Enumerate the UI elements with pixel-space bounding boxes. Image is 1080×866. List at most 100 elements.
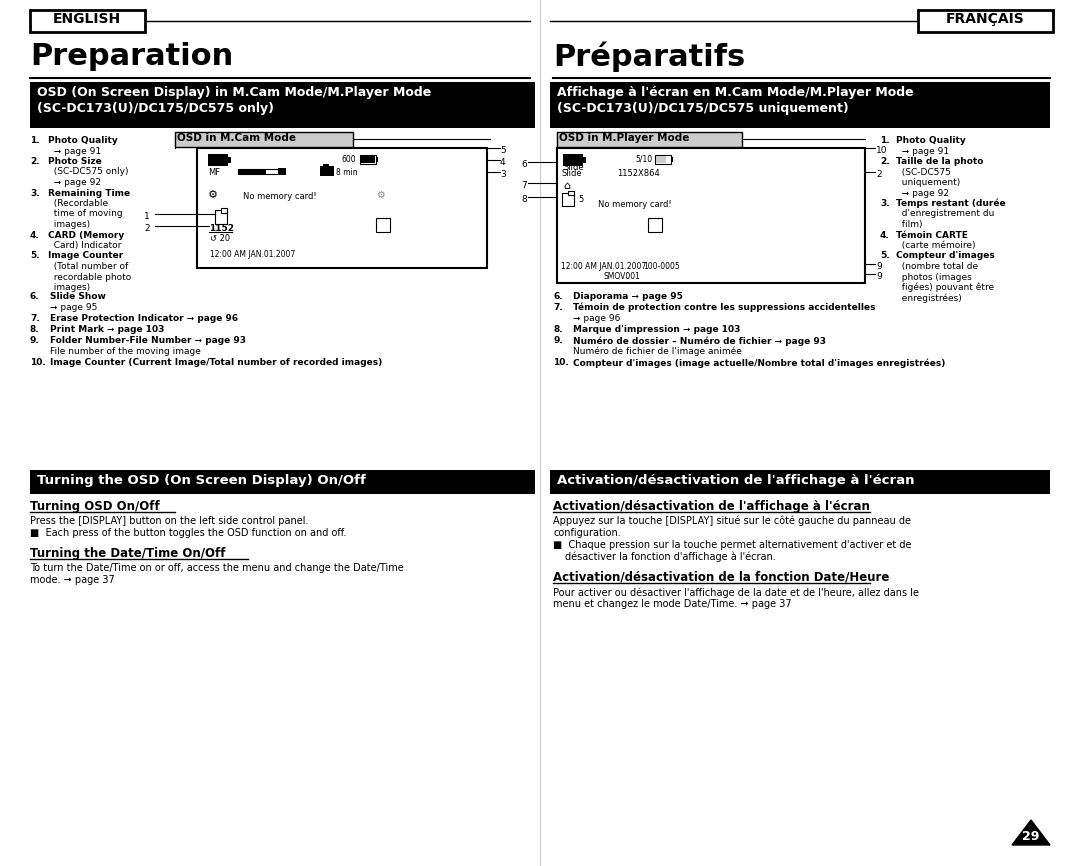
Text: 10.: 10. bbox=[30, 358, 45, 367]
Text: 4.: 4. bbox=[880, 230, 890, 240]
Bar bbox=[550, 82, 1050, 128]
Text: 29: 29 bbox=[1023, 830, 1040, 843]
Bar bbox=[656, 156, 666, 163]
Text: Marque d'impression ➞ page 103: Marque d'impression ➞ page 103 bbox=[573, 325, 741, 334]
Text: Numéro de dossier – Numéro de fichier ➞ page 93: Numéro de dossier – Numéro de fichier ➞ … bbox=[573, 336, 826, 346]
Text: ■  Chaque pression sur la touche permet alternativement d'activer et de: ■ Chaque pression sur la touche permet a… bbox=[553, 540, 912, 550]
Text: Photo Quality: Photo Quality bbox=[48, 136, 118, 145]
Text: Pour activer ou désactiver l'affichage de la date et de l'heure, allez dans le: Pour activer ou désactiver l'affichage d… bbox=[553, 587, 919, 598]
Bar bbox=[30, 470, 535, 494]
Text: 8: 8 bbox=[522, 195, 527, 204]
Text: Slide: Slide bbox=[563, 163, 583, 172]
Text: Témoin de protection contre les suppressions accidentelles: Témoin de protection contre les suppress… bbox=[573, 303, 876, 313]
Text: Turning the Date/Time On/Off: Turning the Date/Time On/Off bbox=[30, 547, 226, 560]
Text: Appuyez sur la touche [DISPLAY] situé sur le côté gauche du panneau de: Appuyez sur la touche [DISPLAY] situé su… bbox=[553, 516, 912, 527]
Text: 3.: 3. bbox=[30, 189, 40, 197]
Text: 9.: 9. bbox=[30, 336, 40, 345]
Text: Numéro de fichier de l'image animée: Numéro de fichier de l'image animée bbox=[573, 347, 742, 357]
Text: OSD (On Screen Display) in M.Cam Mode/M.Player Mode: OSD (On Screen Display) in M.Cam Mode/M.… bbox=[37, 86, 431, 99]
Bar bbox=[671, 157, 673, 162]
Text: Activation/désactivation de l'affichage à l'écran: Activation/désactivation de l'affichage … bbox=[553, 500, 869, 513]
Text: OSD in M.Player Mode: OSD in M.Player Mode bbox=[559, 133, 689, 143]
Text: (Recordable: (Recordable bbox=[48, 199, 108, 208]
Text: ➞ page 91: ➞ page 91 bbox=[48, 146, 102, 156]
Text: enregistrées): enregistrées) bbox=[896, 294, 962, 303]
Text: Folder Number-File Number ➞ page 93: Folder Number-File Number ➞ page 93 bbox=[50, 336, 246, 345]
Text: 9: 9 bbox=[876, 262, 881, 271]
Text: Activation/désactivation de l'affichage à l'écran: Activation/désactivation de l'affichage … bbox=[557, 474, 915, 487]
Bar bbox=[376, 218, 390, 232]
Text: 5/10: 5/10 bbox=[635, 155, 652, 164]
Text: Turning OSD On/Off: Turning OSD On/Off bbox=[30, 500, 160, 513]
Text: 9.: 9. bbox=[553, 336, 563, 345]
Text: 5: 5 bbox=[578, 195, 583, 204]
Text: (SC-DC575 only): (SC-DC575 only) bbox=[48, 167, 129, 177]
Bar bbox=[654, 155, 671, 164]
Bar bbox=[557, 148, 865, 283]
Text: 7: 7 bbox=[522, 181, 527, 190]
Text: 5: 5 bbox=[500, 146, 505, 155]
Text: MF: MF bbox=[208, 168, 220, 177]
Text: 12:00 AM JAN.01.2007: 12:00 AM JAN.01.2007 bbox=[561, 262, 646, 271]
Text: Photo Size: Photo Size bbox=[48, 157, 102, 166]
Text: 10: 10 bbox=[876, 146, 888, 155]
Text: Taille de la photo: Taille de la photo bbox=[896, 157, 984, 166]
Text: figées) pouvant être: figées) pouvant être bbox=[896, 283, 994, 293]
Text: 600: 600 bbox=[342, 155, 356, 164]
Text: désactiver la fonction d'affichage à l'écran.: désactiver la fonction d'affichage à l'é… bbox=[565, 552, 775, 563]
Text: uniquement): uniquement) bbox=[896, 178, 960, 187]
Text: ➞ page 91: ➞ page 91 bbox=[896, 146, 949, 156]
Text: ⌂: ⌂ bbox=[563, 181, 570, 191]
Text: Activation/désactivation de la fonction Date/Heure: Activation/désactivation de la fonction … bbox=[553, 571, 889, 584]
Bar bbox=[175, 132, 353, 147]
Bar bbox=[918, 10, 1053, 32]
Text: d'enregistrement du: d'enregistrement du bbox=[896, 210, 995, 218]
Bar bbox=[562, 193, 573, 206]
Text: Preparation: Preparation bbox=[30, 42, 233, 71]
Text: time of moving: time of moving bbox=[48, 210, 123, 218]
Text: 4.: 4. bbox=[30, 230, 40, 240]
Text: ➞ page 96: ➞ page 96 bbox=[573, 314, 620, 323]
Text: 2: 2 bbox=[876, 170, 881, 179]
Text: ➞ page 92: ➞ page 92 bbox=[48, 178, 102, 187]
Text: OSD in M.Cam Mode: OSD in M.Cam Mode bbox=[177, 133, 296, 143]
Text: film): film) bbox=[896, 220, 922, 229]
Bar bbox=[197, 148, 487, 268]
Text: Préparatifs: Préparatifs bbox=[553, 42, 745, 73]
Bar bbox=[583, 157, 586, 163]
Text: 1.: 1. bbox=[880, 136, 890, 145]
Text: Slide Show: Slide Show bbox=[50, 292, 106, 301]
Text: SMOV001: SMOV001 bbox=[604, 272, 640, 281]
Bar bbox=[550, 470, 1050, 494]
Text: ■  Each press of the button toggles the OSD function on and off.: ■ Each press of the button toggles the O… bbox=[30, 528, 347, 538]
Text: 6.: 6. bbox=[553, 292, 563, 301]
Text: 12:00 AM JAN.01.2007: 12:00 AM JAN.01.2007 bbox=[210, 250, 295, 259]
Text: (SC-DC173(U)/DC175/DC575 uniquement): (SC-DC173(U)/DC175/DC575 uniquement) bbox=[557, 102, 849, 115]
Text: 7.: 7. bbox=[30, 314, 40, 323]
Text: To turn the Date/Time on or off, access the menu and change the Date/Time: To turn the Date/Time on or off, access … bbox=[30, 563, 404, 573]
Text: 4: 4 bbox=[500, 158, 505, 167]
Text: 3.: 3. bbox=[880, 199, 890, 208]
Text: 6.: 6. bbox=[30, 292, 40, 301]
Bar bbox=[208, 154, 228, 166]
Text: 1152X864: 1152X864 bbox=[617, 169, 660, 178]
Bar bbox=[568, 191, 573, 195]
Text: ➞ page 92: ➞ page 92 bbox=[896, 189, 949, 197]
Text: menu et changez le mode Date/Time. ➞ page 37: menu et changez le mode Date/Time. ➞ pag… bbox=[553, 599, 792, 609]
Text: Remaining Time: Remaining Time bbox=[48, 189, 130, 197]
Text: Compteur d'images: Compteur d'images bbox=[896, 251, 995, 261]
Text: Photo Quality: Photo Quality bbox=[896, 136, 966, 145]
Text: photos (images: photos (images bbox=[896, 273, 972, 281]
Text: Diaporama ➞ page 95: Diaporama ➞ page 95 bbox=[573, 292, 683, 301]
Text: Press the [DISPLAY] button on the left side control panel.: Press the [DISPLAY] button on the left s… bbox=[30, 516, 309, 526]
Text: Card) Indicator: Card) Indicator bbox=[48, 241, 121, 250]
Text: 2: 2 bbox=[145, 224, 150, 233]
Bar bbox=[30, 82, 535, 128]
Text: 5.: 5. bbox=[30, 251, 40, 261]
Bar bbox=[221, 208, 227, 213]
Bar bbox=[376, 157, 378, 162]
Bar bbox=[360, 155, 376, 164]
Text: 5.: 5. bbox=[880, 251, 890, 261]
Text: 1152: 1152 bbox=[210, 224, 234, 233]
Text: Témoin CARTE: Témoin CARTE bbox=[896, 230, 968, 240]
